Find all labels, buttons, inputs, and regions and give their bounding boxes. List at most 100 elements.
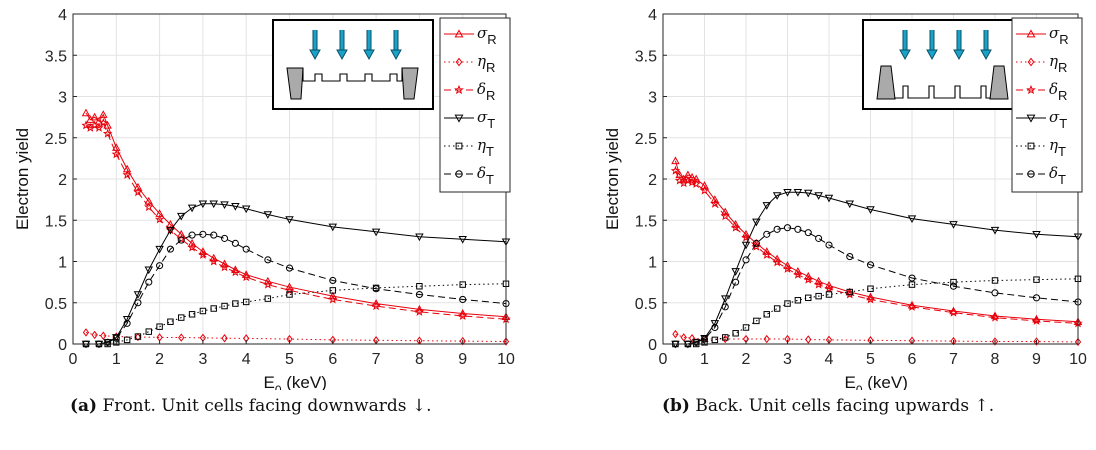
chart-back-ytick-label: 0 [648, 337, 657, 354]
chart-back-point-ηT [846, 288, 853, 296]
chart-front-point-δT [104, 338, 112, 346]
chart-front-point-δT [285, 264, 294, 272]
chart-front-point-ηT [459, 281, 466, 288]
chart-back-point-σT [731, 268, 740, 276]
chart-front-point-δT [134, 299, 142, 307]
chart-front-point-ηR [100, 331, 107, 340]
chart-front-inset-block-right [401, 67, 419, 100]
chart-front-point-ηT [199, 307, 207, 315]
chart-back-legend-symbol: η [1049, 136, 1058, 154]
chart-back-legend-sub: T [1058, 172, 1066, 187]
chart-back-point-δR [803, 274, 813, 284]
chart-front-point-σR [99, 110, 108, 118]
chart-front-point-ηT [329, 287, 337, 294]
chart-front-legend-label-σT: σT [477, 108, 495, 131]
chart-back-point-ηR [722, 334, 729, 344]
chart-back-point-σT [814, 192, 823, 200]
chart-back-point-δT [721, 303, 729, 311]
chart-front-legend-marker-σR [454, 29, 464, 38]
chart-front-point-ηR [221, 333, 228, 343]
chart-front-point-σT [458, 236, 467, 244]
chart-front-ytick-label: 1.5 [45, 213, 67, 230]
chart-back-point-ηT [908, 281, 916, 288]
chart-front-legend-symbol: σ [477, 24, 488, 42]
chart-front-legend-marker-σT [454, 114, 464, 123]
chart-back-legend-marker-ηR [1027, 57, 1035, 67]
chart-front-series-line-ηR [85, 331, 507, 343]
chart-front-point-δT [156, 262, 164, 270]
chart-front-point-ηT [286, 291, 293, 298]
caption-b: (b) Back. Unit cells facing upwards ↑. [662, 396, 994, 416]
chart-back-legend-label-δR: δR [1049, 80, 1067, 103]
chart-back-xtick-label: 5 [866, 351, 875, 368]
chart-front-xtick-label: 10 [497, 351, 515, 368]
chart-front-legend-box [439, 17, 511, 193]
chart-back-point-δR [907, 301, 917, 311]
chart-back-xtick-label: 8 [991, 351, 1000, 368]
chart-back-point-ηT [742, 324, 750, 331]
chart-back-ytick-label: 3 [648, 90, 657, 107]
chart-back-series-line-ηR [675, 333, 1079, 343]
chart-back-point-ηT [825, 291, 833, 298]
chart-back-point-δR [813, 279, 824, 289]
chart-front-point-σR [415, 304, 424, 313]
chart-front-point-σT [231, 203, 240, 211]
chart-back-point-δR [793, 269, 803, 279]
chart-back-point-σT [824, 194, 834, 203]
chart-front-ylabel: Electron yield [13, 128, 32, 230]
chart-front-point-δR [241, 272, 251, 282]
chart-front-point-δT [123, 319, 131, 327]
chart-front-inset-arrow-head-3 [390, 49, 402, 61]
chart-front-point-δR [371, 301, 381, 311]
chart-front-point-ηT [156, 323, 163, 330]
chart-front-inset-block-left [286, 67, 304, 100]
chart-front-legend-marker-ηT [455, 142, 463, 150]
chart-back-point-ηT [815, 292, 822, 300]
chart-back-inset-arrow-head-0 [899, 49, 911, 61]
chart-back-series-line-σR [674, 160, 1079, 323]
chart-front-legend-sub: T [487, 116, 495, 131]
chart-front-point-ηT [188, 311, 196, 318]
chart-front-point-ηT [178, 314, 185, 321]
chart-front-legend-symbol: σ [477, 108, 488, 126]
chart-back-legend-symbol: σ [1049, 24, 1060, 42]
chart-front-legend-symbol: η [477, 52, 486, 70]
chart-back-legend-symbol: η [1049, 52, 1058, 70]
chart-front-legend-label-σR: σR [477, 24, 497, 47]
chart-back-legend-marker-σT [1026, 114, 1036, 123]
chart-front-ytick-label: 1 [58, 255, 67, 272]
chart-back-point-δT [991, 289, 999, 297]
chart-front-legend-symbol: δ [477, 80, 486, 98]
chart-back-point-δT [794, 225, 802, 233]
chart-back-point-ηR [672, 329, 679, 339]
chart-back-point-δT [783, 224, 792, 232]
chart-front-point-σT [155, 245, 164, 254]
chart-back-point-σT [845, 200, 854, 209]
chart-front-legend-marker-δR [454, 84, 464, 95]
chart-back-point-δT [1032, 294, 1041, 302]
chart-front-legend-symbol: δ [477, 164, 486, 182]
chart-back-legend-label-ηR: ηR [1049, 52, 1067, 75]
caption-a-tag: (a) [70, 396, 98, 416]
chart-front-inset-unit-cells [302, 68, 403, 82]
chart-front-xtick-label: 2 [155, 351, 164, 368]
chart-back-point-σR [731, 219, 740, 228]
chart-front-point-δR [219, 262, 230, 272]
chart-front-xtick-label: 9 [458, 351, 467, 368]
chart-back-point-δR [730, 222, 741, 232]
chart-back-legend-marker-δT [1027, 170, 1035, 178]
chart-back-point-σT [762, 202, 771, 210]
chart-back-point-σR [710, 195, 720, 203]
chart-back-point-δR [674, 175, 685, 185]
chart-front-point-δR [414, 306, 425, 316]
chart-front-point-σT [177, 212, 186, 221]
chart-back-ytick-label: 2.5 [635, 131, 657, 148]
chart-front-point-σT [209, 200, 218, 209]
chart-front-point-σT [187, 204, 197, 213]
chart-front-point-δT [166, 245, 174, 253]
chart-front-point-σR [458, 309, 467, 317]
chart-front-xtick-label: 7 [372, 351, 381, 368]
chart-front-point-σT [263, 211, 273, 219]
